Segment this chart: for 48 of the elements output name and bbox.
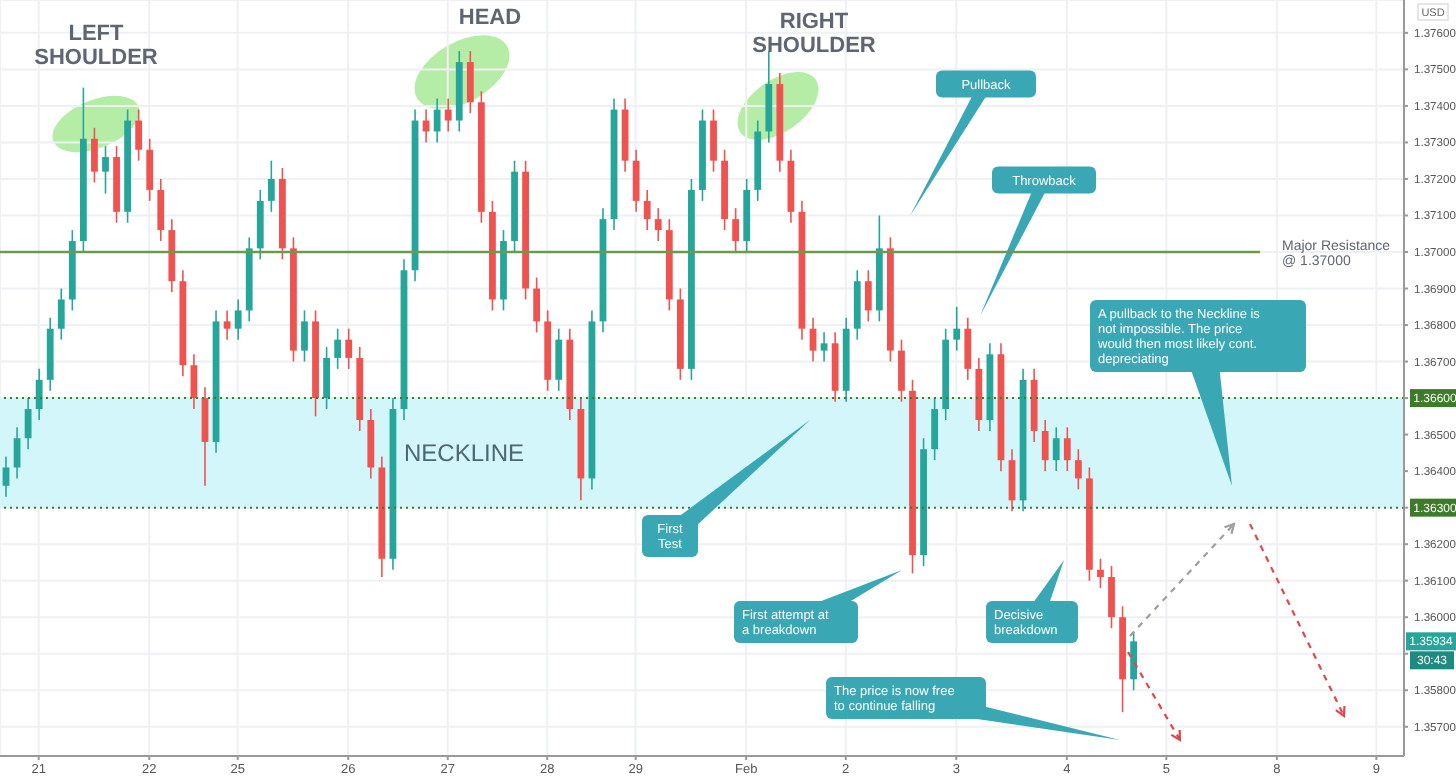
candlestick xyxy=(1097,557,1104,589)
candlestick xyxy=(831,331,839,403)
annotation: RIGHT SHOULDER xyxy=(752,10,876,58)
candlestick xyxy=(157,178,165,242)
candlestick xyxy=(301,309,308,363)
candlestick xyxy=(710,108,717,173)
candlestick xyxy=(864,269,872,323)
candlestick xyxy=(444,97,452,133)
candlestick xyxy=(555,327,563,392)
candlestick xyxy=(1063,426,1071,472)
candlestick xyxy=(898,338,905,403)
candlestick xyxy=(345,327,353,370)
candlestick xyxy=(820,331,828,363)
candlestick xyxy=(466,50,474,115)
candlestick xyxy=(632,148,640,213)
candlestick xyxy=(654,207,662,242)
candlestick xyxy=(765,50,773,144)
candlestick xyxy=(732,207,740,253)
candlestick xyxy=(35,368,43,421)
candlestick xyxy=(135,108,143,162)
candlestick xyxy=(1052,426,1060,472)
candlestick xyxy=(433,97,441,144)
annotation: LEFT SHOULDER xyxy=(34,22,158,70)
candlestick xyxy=(367,408,375,480)
candlestick xyxy=(2,455,10,498)
candlestick xyxy=(964,316,972,381)
candlestick xyxy=(234,298,242,341)
candlestick xyxy=(102,145,109,195)
candlestick xyxy=(1041,419,1049,472)
candlestick xyxy=(256,189,264,261)
candlestick xyxy=(267,159,275,213)
candlestick xyxy=(1074,448,1082,491)
candlestick xyxy=(91,127,98,184)
candlestick xyxy=(57,287,65,341)
candlestick xyxy=(931,397,939,461)
candlestick xyxy=(1130,631,1138,692)
candlestick xyxy=(533,276,541,334)
candlestick xyxy=(643,189,651,231)
candlestick xyxy=(953,305,961,352)
candlestick xyxy=(223,309,231,341)
candlestick xyxy=(24,397,32,451)
candlestick xyxy=(853,269,861,341)
candlestick xyxy=(334,327,342,370)
candlestick xyxy=(146,137,154,202)
candlestick xyxy=(1108,565,1115,629)
candlestick xyxy=(323,346,330,410)
annotation: HEAD xyxy=(458,6,522,30)
band-label: NECKLINE xyxy=(403,438,525,467)
